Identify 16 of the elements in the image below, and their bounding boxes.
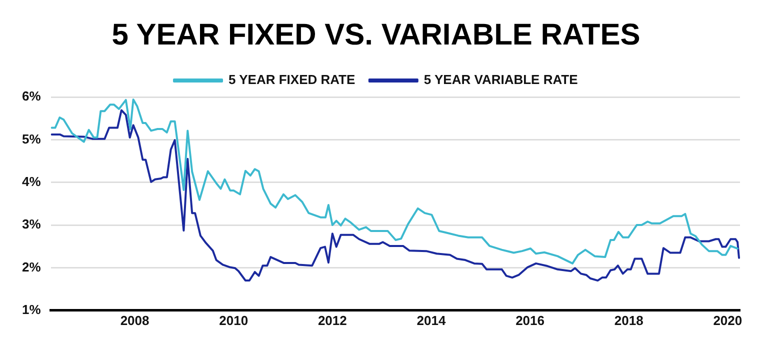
y-tick-label: 5% (22, 131, 42, 146)
y-tick-label: 2% (22, 259, 42, 274)
legend-label: 5 YEAR VARIABLE RATE (424, 72, 578, 88)
y-tick-label: 1% (22, 302, 42, 317)
x-tick-label: 2010 (219, 312, 248, 328)
y-tick-label: 4% (22, 174, 42, 189)
x-tick-label: 2018 (614, 312, 644, 328)
legend-label: 5 YEAR FIXED RATE (228, 72, 356, 88)
y-tick-label: 3% (22, 216, 42, 232)
chart-title: 5 YEAR FIXED VS. VARIABLE RATES (112, 18, 640, 52)
x-tick-label: 2008 (120, 312, 150, 328)
x-tick-label: 2020 (713, 312, 742, 328)
x-tick-label: 2016 (516, 312, 544, 328)
y-tick-label: 6% (22, 88, 42, 104)
x-tick-label: 2012 (318, 312, 347, 328)
x-tick-label: 2014 (416, 312, 446, 328)
